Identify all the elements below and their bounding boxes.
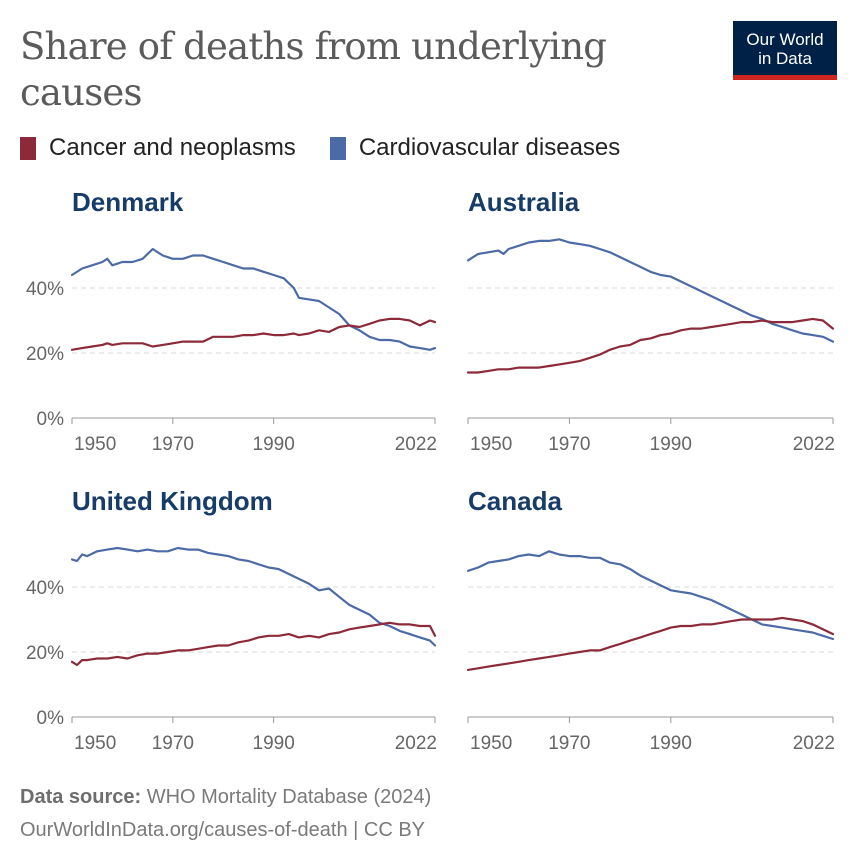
panel-title-united-kingdom: United Kingdom xyxy=(72,486,273,516)
series-line-cardiovascular-diseases xyxy=(466,238,835,343)
x-tick-label: 1970 xyxy=(548,434,590,455)
x-tick-label: 1950 xyxy=(74,434,116,455)
series-line-cancer-and-neoplasms xyxy=(466,616,835,672)
legend-swatch-cancer xyxy=(20,136,36,160)
series-line-cancer-and-neoplasms xyxy=(466,317,835,374)
series-line-cardiovascular-diseases xyxy=(466,550,835,641)
y-tick-label: 20% xyxy=(26,643,64,664)
x-tick-label: 2022 xyxy=(793,434,835,455)
panel-title-denmark: Denmark xyxy=(72,187,184,217)
x-tick-label: 1970 xyxy=(152,434,194,455)
y-tick-label: 0% xyxy=(37,708,65,729)
legend-item-cardiovascular[interactable]: Cardiovascular diseases xyxy=(329,134,621,162)
series-line-cancer-and-neoplasms xyxy=(70,621,437,667)
series-line-cardiovascular-diseases xyxy=(70,247,437,351)
data-source-line: Data source: WHO Mortality Database (202… xyxy=(20,781,431,814)
x-tick-label: 2022 xyxy=(395,733,437,754)
x-tick-label: 1990 xyxy=(650,733,692,754)
x-tick-label: 1970 xyxy=(548,733,590,754)
legend: Cancer and neoplasms Cardiovascular dise… xyxy=(20,133,654,163)
y-tick-label: 0% xyxy=(37,409,65,430)
panel-denmark: 0% 20% 40% 1950 1970 1990 2022 xyxy=(26,247,437,455)
chart-title: Share of deaths from underlying causes xyxy=(20,25,607,114)
logo-accent-bar xyxy=(733,75,837,80)
y-tick-label: 40% xyxy=(26,279,64,300)
panel-title-canada: Canada xyxy=(468,486,562,516)
x-tick-label: 1990 xyxy=(253,434,295,455)
x-tick-label: 1950 xyxy=(74,733,116,754)
x-tick-label: 1990 xyxy=(650,434,692,455)
footer-url-line[interactable]: OurWorldInData.org/causes-of-death | CC … xyxy=(20,819,425,841)
panel-australia: 1950 1970 1990 2022 xyxy=(466,238,835,455)
x-tick-label: 2022 xyxy=(395,434,437,455)
footer: Data source: WHO Mortality Database (202… xyxy=(20,781,431,847)
logo-line-2: in Data xyxy=(758,49,812,68)
data-source-label: Data source: xyxy=(20,786,142,808)
panel-canada: 1950 1970 1990 2022 xyxy=(466,550,835,754)
panel-united-kingdom: 0% 20% 40% 1950 1970 1990 2022 xyxy=(26,546,437,754)
logo-line-1: Our World xyxy=(746,30,824,49)
data-source-text: WHO Mortality Database (2024) xyxy=(141,786,432,808)
legend-swatch-cardiovascular xyxy=(329,136,346,160)
x-tick-label: 2022 xyxy=(793,733,835,754)
y-tick-label: 40% xyxy=(26,578,64,599)
x-tick-label: 1970 xyxy=(152,733,194,754)
series-line-cardiovascular-diseases xyxy=(70,546,437,647)
x-tick-label: 1950 xyxy=(470,434,512,455)
owid-logo[interactable]: Our World in Data xyxy=(733,21,837,80)
y-tick-label: 20% xyxy=(26,344,64,365)
legend-label-cancer: Cancer and neoplasms xyxy=(49,134,296,161)
series-line-cancer-and-neoplasms xyxy=(70,317,437,351)
legend-item-cancer[interactable]: Cancer and neoplasms xyxy=(20,134,296,162)
legend-label-cardiovascular: Cardiovascular diseases xyxy=(358,134,621,161)
panel-title-australia: Australia xyxy=(468,187,580,217)
x-tick-label: 1990 xyxy=(253,733,295,754)
x-tick-label: 1950 xyxy=(470,733,512,754)
